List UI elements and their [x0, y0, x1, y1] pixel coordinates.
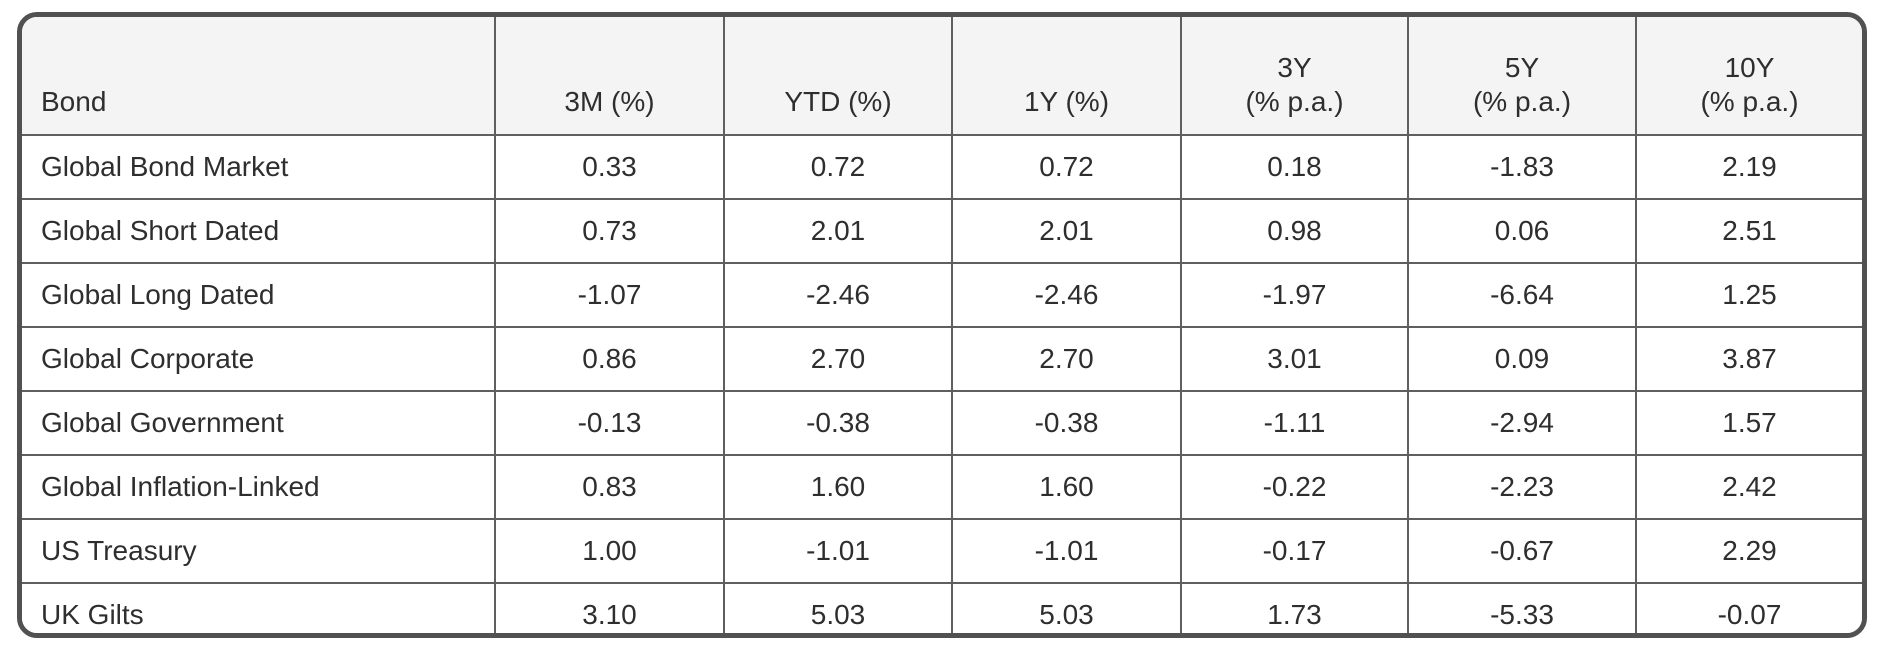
value-cell: 3.01	[1181, 327, 1409, 392]
value-cell: -0.22	[1181, 455, 1409, 520]
value-cell: 0.86	[495, 327, 725, 392]
bond-name-cell: Global Inflation-Linked	[22, 455, 496, 520]
value-cell: -0.07	[1636, 583, 1862, 633]
value-cell: 0.73	[495, 199, 725, 264]
value-cell: 1.73	[1181, 583, 1409, 633]
value-cell: 2.01	[724, 199, 953, 264]
table-row: US Treasury 1.00 -1.01 -1.01 -0.17 -0.67…	[22, 519, 1862, 584]
value-cell: -0.17	[1181, 519, 1409, 584]
value-cell: -0.13	[495, 391, 725, 456]
value-cell: -2.23	[1408, 455, 1637, 520]
value-cell: -1.01	[952, 519, 1182, 584]
value-cell: 2.19	[1636, 135, 1862, 200]
value-cell: 0.18	[1181, 135, 1409, 200]
column-header-5y: 5Y (% p.a.)	[1408, 17, 1637, 136]
value-cell: 3.87	[1636, 327, 1862, 392]
value-cell: -1.97	[1181, 263, 1409, 328]
bond-name-cell: Global Corporate	[22, 327, 496, 392]
value-cell: -6.64	[1408, 263, 1637, 328]
bond-name-cell: US Treasury	[22, 519, 496, 584]
column-header-3y: 3Y (% p.a.)	[1181, 17, 1409, 136]
value-cell: 1.60	[952, 455, 1182, 520]
value-cell: -0.38	[952, 391, 1182, 456]
value-cell: 0.83	[495, 455, 725, 520]
bond-name-cell: Global Long Dated	[22, 263, 496, 328]
value-cell: 5.03	[724, 583, 953, 633]
bond-returns-table: Bond 3M (%) YTD (%) 1Y (%) 3Y (% p.a.) 5…	[17, 12, 1867, 638]
value-cell: 0.09	[1408, 327, 1637, 392]
value-cell: -1.01	[724, 519, 953, 584]
value-cell: 0.72	[724, 135, 953, 200]
value-cell: 2.01	[952, 199, 1182, 264]
value-cell: 1.25	[1636, 263, 1862, 328]
value-cell: 2.51	[1636, 199, 1862, 264]
bond-name-cell: Global Bond Market	[22, 135, 496, 200]
table-row: Global Inflation-Linked 0.83 1.60 1.60 -…	[22, 455, 1862, 520]
column-header-10y: 10Y (% p.a.)	[1636, 17, 1862, 136]
value-cell: -0.38	[724, 391, 953, 456]
value-cell: -2.94	[1408, 391, 1637, 456]
table-row: Global Bond Market 0.33 0.72 0.72 0.18 -…	[22, 135, 1862, 200]
value-cell: 0.72	[952, 135, 1182, 200]
value-cell: -1.07	[495, 263, 725, 328]
value-cell: 1.60	[724, 455, 953, 520]
value-cell: 2.42	[1636, 455, 1862, 520]
header-row: Bond 3M (%) YTD (%) 1Y (%) 3Y (% p.a.) 5…	[22, 17, 1862, 136]
value-cell: 1.57	[1636, 391, 1862, 456]
value-cell: 1.00	[495, 519, 725, 584]
bond-name-cell: Global Short Dated	[22, 199, 496, 264]
value-cell: 0.06	[1408, 199, 1637, 264]
value-cell: 0.33	[495, 135, 725, 200]
value-cell: 0.98	[1181, 199, 1409, 264]
bond-name-cell: UK Gilts	[22, 583, 496, 633]
column-header-1y: 1Y (%)	[952, 17, 1182, 136]
table-row: Global Short Dated 0.73 2.01 2.01 0.98 0…	[22, 199, 1862, 264]
value-cell: -0.67	[1408, 519, 1637, 584]
value-cell: 2.29	[1636, 519, 1862, 584]
value-cell: -5.33	[1408, 583, 1637, 633]
value-cell: -1.83	[1408, 135, 1637, 200]
table-row: UK Gilts 3.10 5.03 5.03 1.73 -5.33 -0.07	[22, 583, 1862, 633]
bond-name-cell: Global Government	[22, 391, 496, 456]
value-cell: -1.11	[1181, 391, 1409, 456]
table-row: Global Corporate 0.86 2.70 2.70 3.01 0.0…	[22, 327, 1862, 392]
column-header-3m: 3M (%)	[495, 17, 725, 136]
column-header-ytd: YTD (%)	[724, 17, 953, 136]
table-row: Global Government -0.13 -0.38 -0.38 -1.1…	[22, 391, 1862, 456]
value-cell: 2.70	[952, 327, 1182, 392]
value-cell: -2.46	[724, 263, 953, 328]
value-cell: 5.03	[952, 583, 1182, 633]
value-cell: 2.70	[724, 327, 953, 392]
column-header-bond: Bond	[22, 17, 496, 136]
value-cell: -2.46	[952, 263, 1182, 328]
table-row: Global Long Dated -1.07 -2.46 -2.46 -1.9…	[22, 263, 1862, 328]
data-table: Bond 3M (%) YTD (%) 1Y (%) 3Y (% p.a.) 5…	[22, 17, 1862, 633]
value-cell: 3.10	[495, 583, 725, 633]
